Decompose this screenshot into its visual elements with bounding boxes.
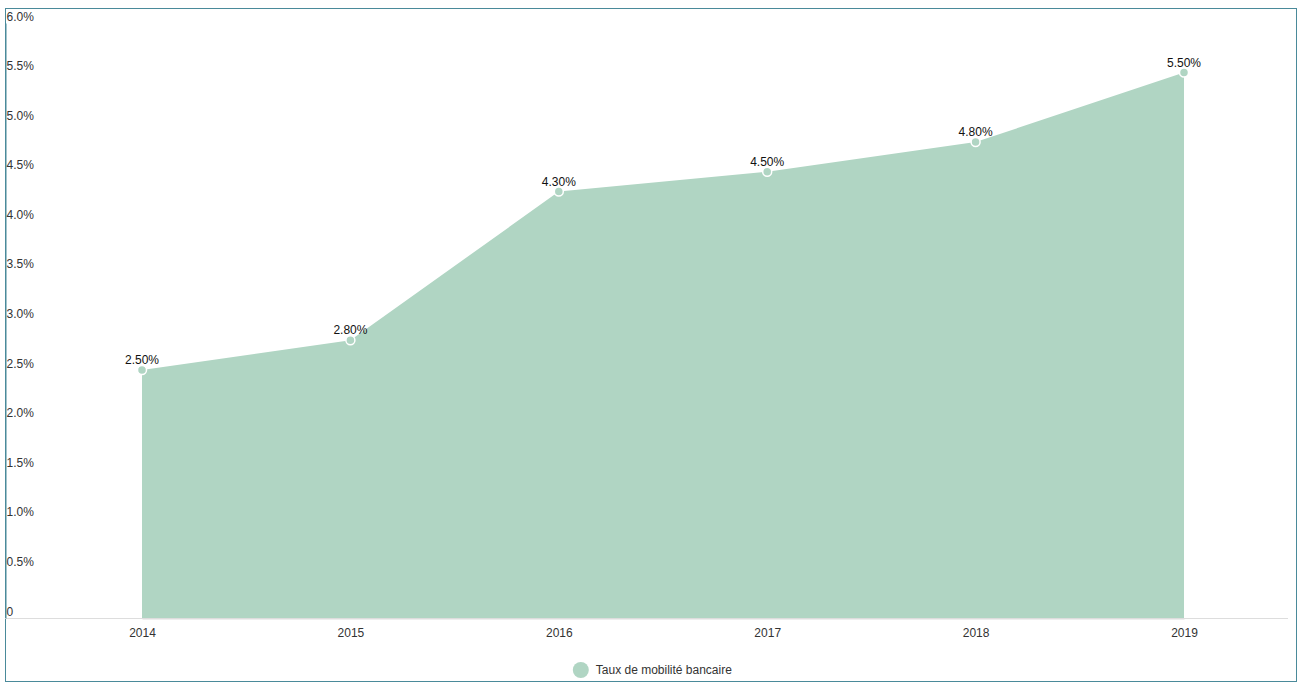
y-tick: 0.5% bbox=[6, 555, 35, 569]
y-tick: 3.5% bbox=[6, 257, 35, 271]
y-tick-label: 3.0% bbox=[7, 307, 35, 321]
y-tick-label: 0.5% bbox=[7, 555, 35, 569]
legend: Taux de mobilité bancaire bbox=[573, 662, 732, 678]
x-tick-label: 2018 bbox=[963, 626, 990, 640]
plot-area bbox=[138, 68, 1189, 618]
legend-item: Taux de mobilité bancaire bbox=[573, 662, 732, 678]
y-tick: 4.0% bbox=[6, 208, 35, 222]
frame bbox=[6, 9, 1297, 682]
x-tick-label: 2015 bbox=[338, 626, 365, 640]
y-tick-label: 0 bbox=[7, 605, 14, 619]
y-tick-label: 4.5% bbox=[7, 158, 35, 172]
data-label: 4.30% bbox=[542, 175, 576, 189]
x-tick: 2017 bbox=[754, 619, 781, 641]
x-tick: 2014 bbox=[129, 619, 156, 641]
x-tick: 2019 bbox=[1171, 619, 1198, 641]
y-tick: 1.5% bbox=[6, 456, 35, 470]
data-label: 4.80% bbox=[959, 125, 993, 139]
y-axis: 0 0.5% 1.0% 1.5% 2.0% 2.5% 3.0% 3.5% 4.0% 4.5% 5.0… bbox=[6, 10, 35, 619]
y-tick-label: 5.5% bbox=[7, 59, 35, 73]
y-tick: 4.5% bbox=[6, 158, 35, 172]
y-tick: 0 bbox=[6, 605, 14, 619]
x-tick: 2015 bbox=[338, 619, 365, 641]
x-tick-label: 2016 bbox=[546, 626, 573, 640]
x-tick-label: 2014 bbox=[129, 626, 156, 640]
legend-swatch bbox=[573, 662, 589, 678]
y-tick-label: 2.0% bbox=[7, 406, 35, 420]
data-label: 2.80% bbox=[333, 323, 367, 337]
data-label: 2.50% bbox=[125, 353, 159, 367]
y-tick: 2.5% bbox=[6, 357, 35, 371]
x-axis: 2014 2015 2016 2017 2018 2019 bbox=[129, 619, 1198, 641]
y-tick-label: 1.5% bbox=[7, 456, 35, 470]
data-label: 5.50% bbox=[1167, 56, 1201, 70]
y-tick-label: 4.0% bbox=[7, 208, 35, 222]
x-tick-label: 2019 bbox=[1171, 626, 1198, 640]
data-label: 4.50% bbox=[750, 155, 784, 169]
x-axis-line bbox=[143, 619, 1185, 620]
y-tick-label: 2.5% bbox=[7, 357, 35, 371]
y-tick-label: 3.5% bbox=[7, 257, 35, 271]
data-labels: 2.50% 2.80% 4.30% 4.50% 4.80% 5.50% bbox=[125, 56, 1201, 368]
y-tick: 6.0% bbox=[6, 10, 35, 24]
x-tick: 2016 bbox=[546, 619, 573, 641]
y-tick: 2.0% bbox=[6, 406, 35, 420]
y-tick-label: 5.0% bbox=[7, 109, 35, 123]
y-tick: 3.0% bbox=[6, 307, 35, 321]
y-tick-label: 6.0% bbox=[7, 10, 35, 24]
y-tick: 1.0% bbox=[6, 505, 35, 519]
y-tick: 5.0% bbox=[6, 109, 35, 123]
area bbox=[142, 73, 1184, 618]
y-tick: 5.5% bbox=[6, 59, 35, 73]
baseline bbox=[5, 618, 1288, 619]
x-tick: 2018 bbox=[963, 619, 990, 641]
chart: 2.50% 2.80% 4.30% 4.50% 4.80% 5.50% 0 0.5% 1.0% 1… bbox=[0, 0, 1305, 687]
y-tick-label: 1.0% bbox=[7, 505, 35, 519]
x-tick-label: 2017 bbox=[754, 626, 781, 640]
legend-label: Taux de mobilité bancaire bbox=[596, 663, 732, 677]
